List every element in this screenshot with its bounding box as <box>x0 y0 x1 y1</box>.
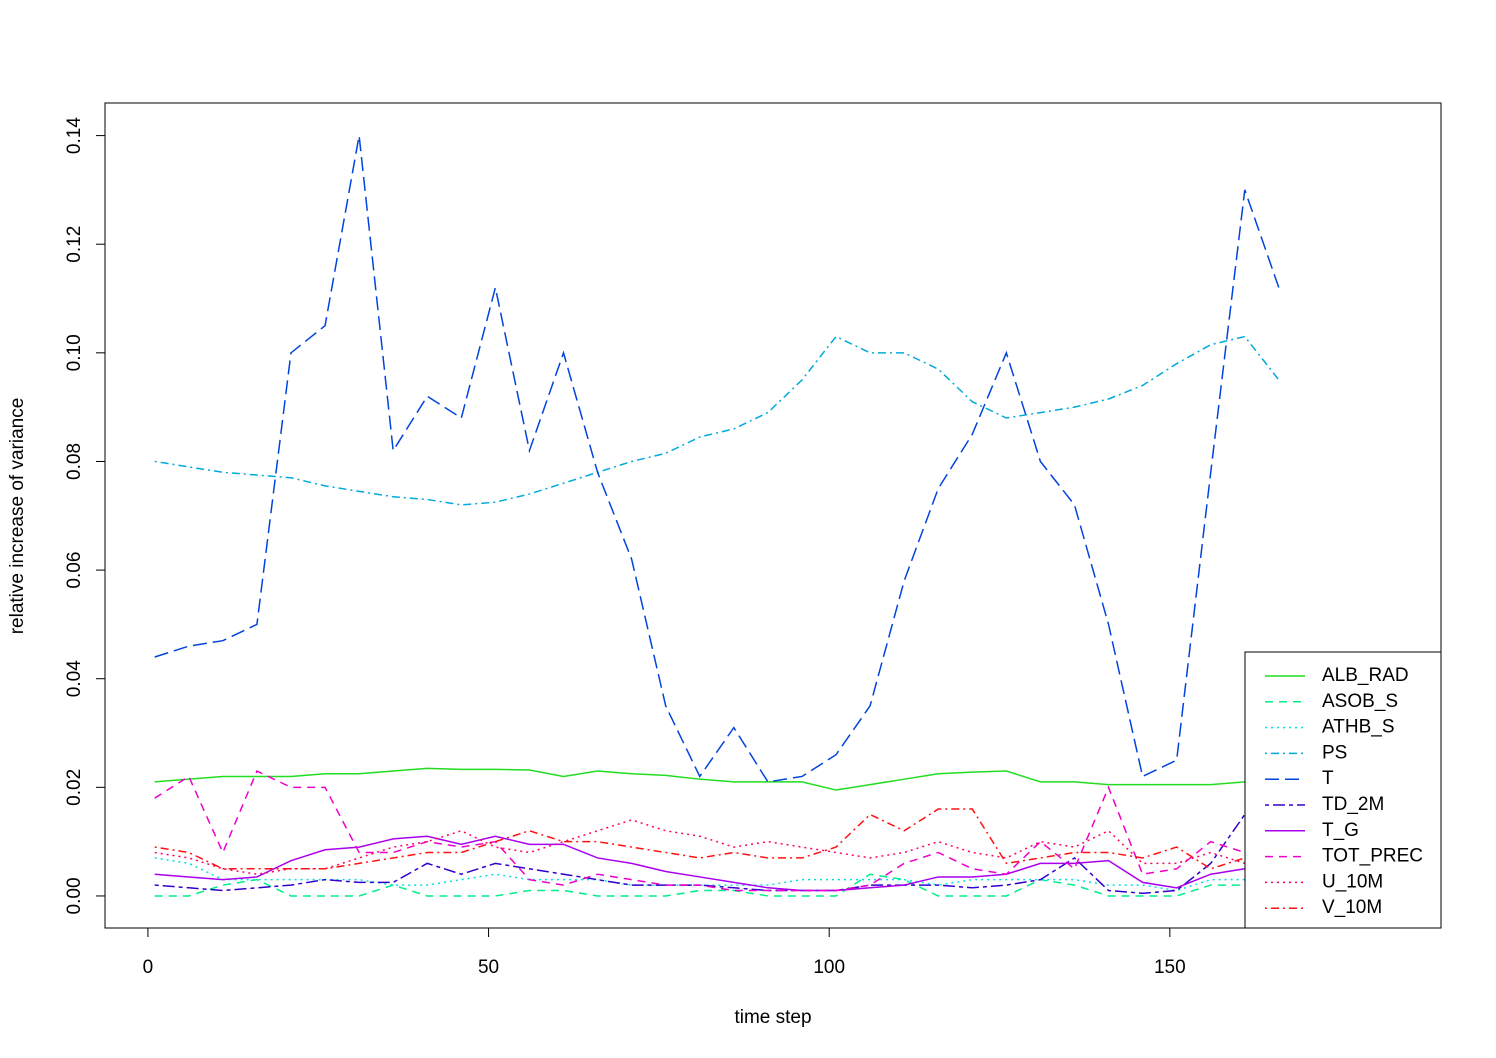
y-tick-label: 0.14 <box>64 117 85 154</box>
series-line <box>154 813 1280 894</box>
legend-label: ASOB_S <box>1322 691 1398 712</box>
series-line <box>154 873 1279 897</box>
legend-label: T_G <box>1322 820 1359 841</box>
y-tick-label: 0.08 <box>64 443 85 480</box>
series-line <box>154 835 1280 892</box>
y-tick-label: 0.06 <box>64 552 85 589</box>
legend-label: U_10M <box>1322 871 1383 892</box>
y-tick-label: 0.12 <box>64 226 85 263</box>
plot-frame <box>104 102 1442 929</box>
y-tick-label: 0.10 <box>64 334 85 371</box>
legend-label: V_10M <box>1322 897 1382 918</box>
series-line <box>154 808 1279 870</box>
legend-label: TD_2M <box>1322 794 1384 815</box>
legend-label: T <box>1322 768 1334 789</box>
y-axis-label: relative increase of variance <box>7 398 28 635</box>
series-line <box>154 767 1280 791</box>
series-line <box>154 770 1279 892</box>
legend-label: ATHB_S <box>1322 717 1395 738</box>
y-tick-label: 0.00 <box>64 877 85 914</box>
y-tick-label: 0.04 <box>64 660 85 697</box>
x-axis-label: time step <box>734 1007 811 1028</box>
legend-label: TOT_PREC <box>1322 846 1423 867</box>
series-line <box>154 135 1280 783</box>
series-line <box>154 819 1279 875</box>
x-tick-label: 150 <box>1154 957 1186 978</box>
x-tick-label: 100 <box>813 957 845 978</box>
legend-label: PS <box>1322 742 1347 763</box>
x-tick-label: 0 <box>143 957 154 978</box>
series-line <box>154 857 1279 892</box>
legend-label: ALB_RAD <box>1322 665 1409 686</box>
y-tick-label: 0.02 <box>64 769 85 806</box>
x-tick-label: 50 <box>478 957 499 978</box>
series-line <box>154 335 1280 506</box>
